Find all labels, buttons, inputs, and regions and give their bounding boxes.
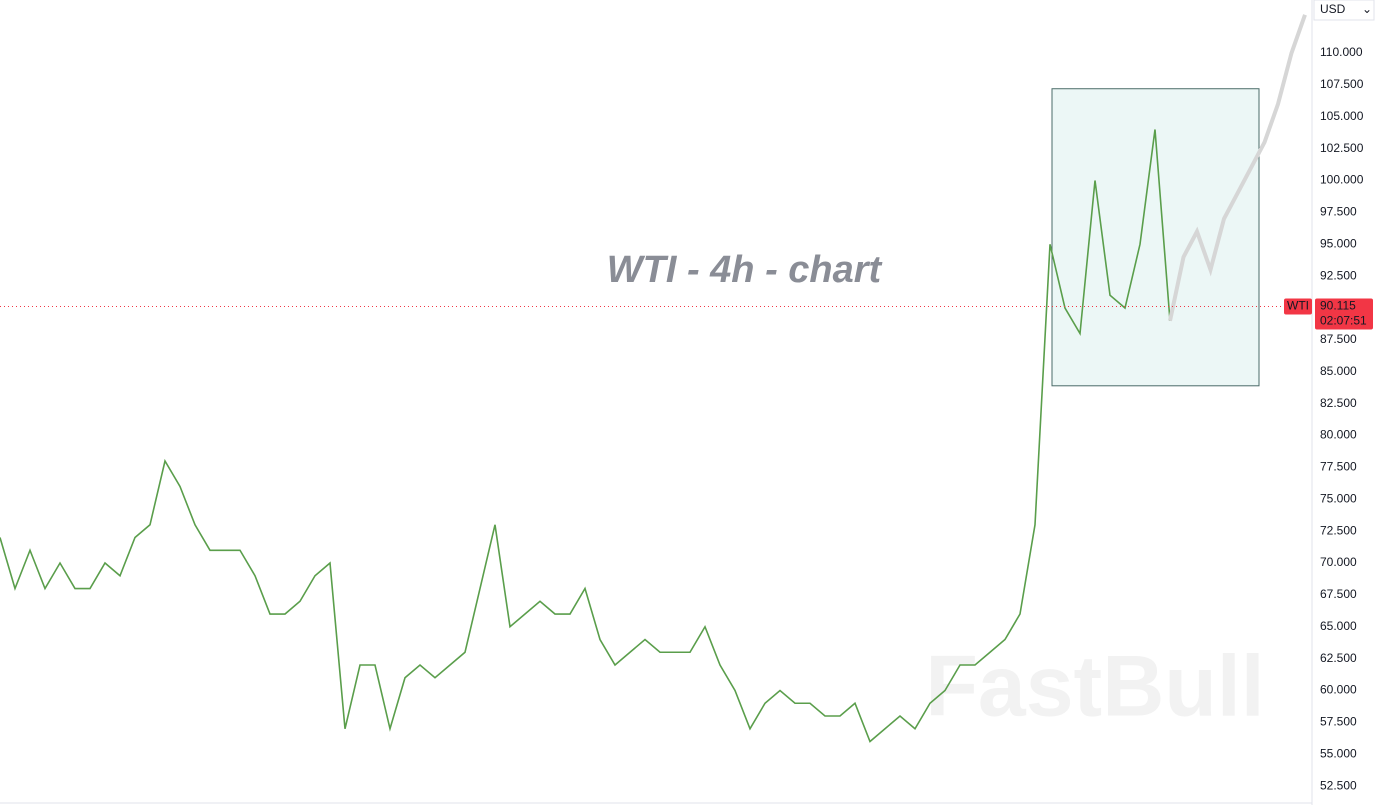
y-tick-label: 102.500 (1320, 141, 1364, 155)
y-tick-label: 92.500 (1320, 268, 1357, 282)
y-tick-label: 62.500 (1320, 651, 1357, 665)
y-tick-label: 100.000 (1320, 173, 1364, 187)
symbol-label: WTI (1287, 299, 1309, 313)
y-tick-label: 52.500 (1320, 778, 1357, 792)
y-tick-label: 87.500 (1320, 332, 1357, 346)
y-tick-label: 67.500 (1320, 587, 1357, 601)
price-line (0, 129, 1171, 743)
y-tick-label: 70.000 (1320, 555, 1357, 569)
y-tick-label: 82.500 (1320, 396, 1357, 410)
y-tick-label: 105.000 (1320, 109, 1364, 123)
currency-label: USD (1320, 2, 1346, 16)
y-tick-label: 65.000 (1320, 619, 1357, 633)
chart-title: WTI - 4h - chart (607, 249, 883, 291)
y-tick-label: 107.500 (1320, 77, 1364, 91)
y-tick-label: 110.000 (1320, 45, 1363, 59)
currency-select[interactable] (1313, 0, 1375, 21)
y-tick-label: 77.500 (1320, 460, 1357, 474)
countdown-label: 02:07:51 (1320, 314, 1367, 328)
y-tick-label: 95.000 (1320, 236, 1357, 250)
y-tick-label: 80.000 (1320, 428, 1357, 442)
y-tick-label: 85.000 (1320, 364, 1357, 378)
y-tick-label: 97.500 (1320, 205, 1357, 219)
price-badge (1315, 298, 1373, 330)
y-tick-label: 57.500 (1320, 715, 1357, 729)
last-price-label: 90.115 (1320, 299, 1356, 313)
watermark: FastBull (925, 639, 1264, 735)
y-tick-label: 60.000 (1320, 683, 1357, 697)
symbol-badge (1284, 298, 1312, 315)
y-tick-label: 55.000 (1320, 746, 1357, 760)
price-line (1168, 14, 1307, 322)
dropdown-icon: ⌄ (1362, 2, 1372, 16)
y-tick-label: 72.500 (1320, 523, 1357, 537)
y-tick-label: 75.000 (1320, 491, 1357, 505)
